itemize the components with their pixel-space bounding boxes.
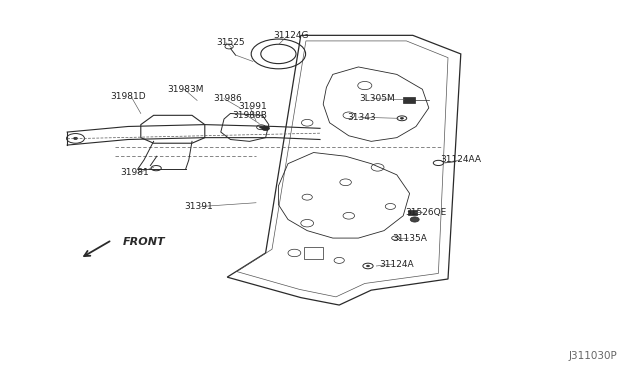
Text: 31124A: 31124A xyxy=(380,260,414,269)
Ellipse shape xyxy=(260,126,263,128)
Text: FRONT: FRONT xyxy=(123,237,166,247)
Text: 31983M: 31983M xyxy=(167,85,204,94)
Text: 31981: 31981 xyxy=(120,169,148,177)
Text: J311030P: J311030P xyxy=(569,351,618,361)
Ellipse shape xyxy=(262,126,269,131)
Text: 31391: 31391 xyxy=(184,202,212,211)
Text: 31981D: 31981D xyxy=(110,92,146,101)
Text: 31525: 31525 xyxy=(216,38,244,47)
Text: 31526QE: 31526QE xyxy=(405,208,446,217)
Text: 31343: 31343 xyxy=(348,113,376,122)
Text: 31124G: 31124G xyxy=(273,31,309,40)
Text: 31135A: 31135A xyxy=(392,234,427,243)
Text: 31986: 31986 xyxy=(213,94,241,103)
Text: 31991: 31991 xyxy=(239,102,267,110)
Ellipse shape xyxy=(74,137,77,140)
Text: 31988B: 31988B xyxy=(232,111,267,120)
Polygon shape xyxy=(403,97,415,103)
Polygon shape xyxy=(408,210,417,215)
Text: 31124AA: 31124AA xyxy=(440,155,481,164)
Text: 3L305M: 3L305M xyxy=(360,94,396,103)
Ellipse shape xyxy=(366,265,370,267)
Ellipse shape xyxy=(401,117,404,119)
Ellipse shape xyxy=(410,217,419,222)
